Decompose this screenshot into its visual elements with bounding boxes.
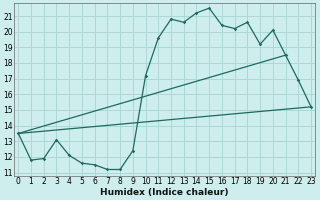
X-axis label: Humidex (Indice chaleur): Humidex (Indice chaleur): [100, 188, 229, 197]
